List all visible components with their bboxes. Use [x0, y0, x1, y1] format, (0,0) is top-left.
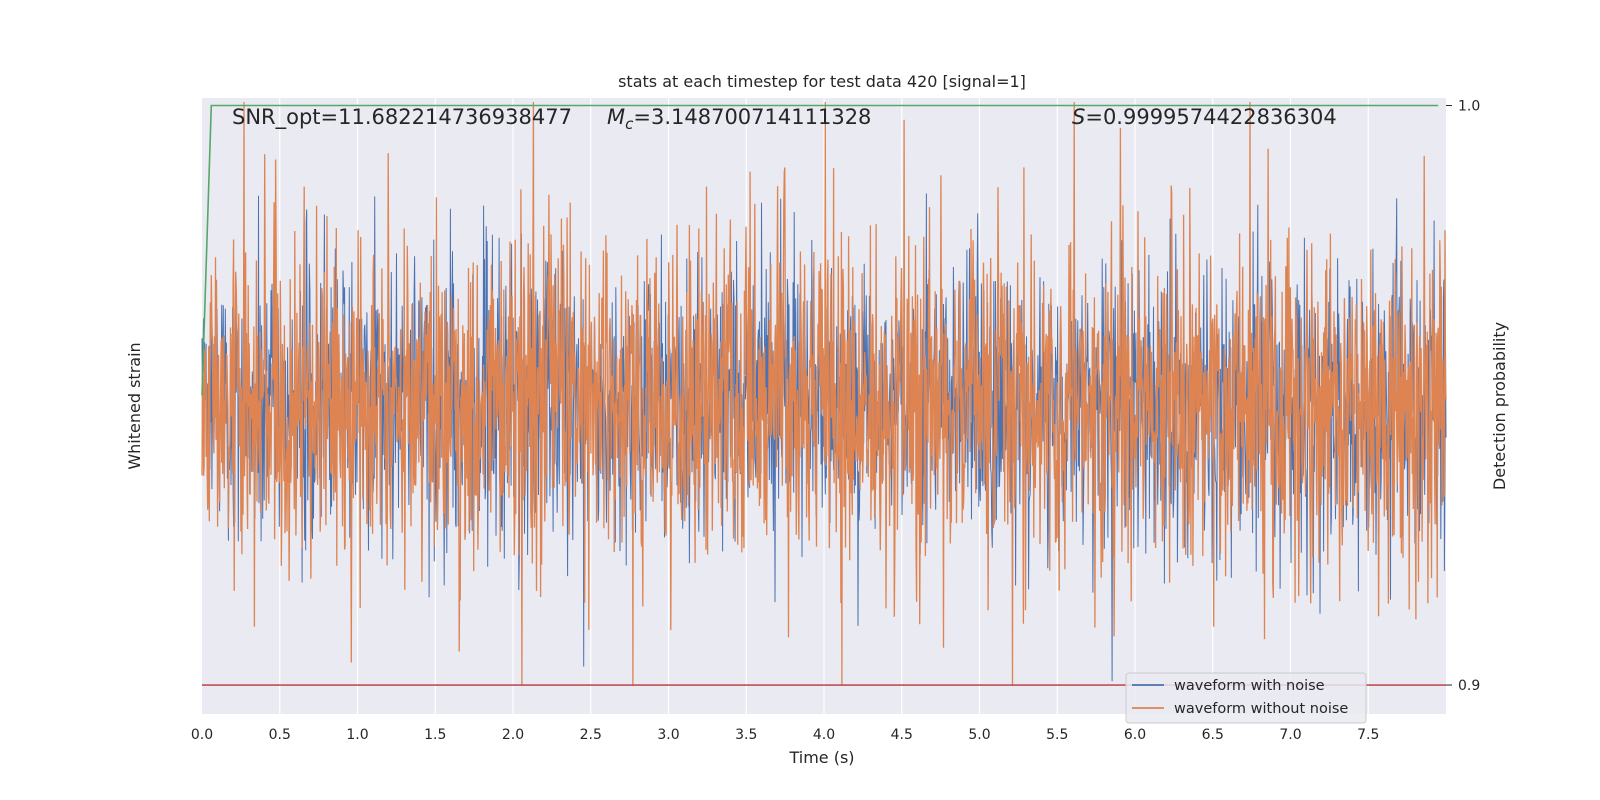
- y-axis-label-right: Detection probability: [1490, 322, 1509, 490]
- y-axis-label-left: Whitened strain: [125, 342, 144, 469]
- x-tick-label: 5.0: [968, 727, 990, 743]
- chart-title: stats at each timestep for test data 420…: [618, 72, 1026, 91]
- legend: waveform with noise waveform without noi…: [1125, 672, 1367, 724]
- x-tick-label: 3.5: [735, 727, 757, 743]
- x-tick-label: 4.0: [813, 727, 835, 743]
- chirp-mass-subscript: c: [625, 115, 634, 133]
- x-tick-label: 7.5: [1357, 727, 1379, 743]
- score-value: =0.9999574422836304: [1085, 105, 1336, 129]
- x-tick-label: 0.0: [191, 727, 213, 743]
- x-tick-label: 0.5: [269, 727, 291, 743]
- x-tick-label: 4.5: [891, 727, 913, 743]
- right-tick-label: 1.0: [1458, 99, 1480, 115]
- x-tick-label: 1.5: [424, 727, 446, 743]
- trace-layer: [201, 101, 1447, 687]
- score-annotation: S=0.9999574422836304: [1072, 105, 1337, 129]
- legend-label-signal: waveform without noise: [1174, 701, 1348, 717]
- score-symbol: S: [1072, 105, 1085, 129]
- x-axis-label: Time (s): [788, 748, 854, 767]
- x-tick-label: 6.5: [1202, 727, 1224, 743]
- snr-annotation: SNR_opt=11.682214736938477: [232, 105, 572, 130]
- x-axis-ticks: 0.0 0.5 1.0 1.5 2.0 2.5 3.0 3.5 4.0 4.5 5.0 5.5 6.0 6…: [191, 727, 1380, 743]
- right-tick-label: 0.9: [1458, 678, 1480, 694]
- x-tick-label: 7.0: [1279, 727, 1301, 743]
- right-axis-ticks: 1.0 0.9: [1446, 99, 1480, 694]
- x-tick-label: 3.0: [657, 727, 679, 743]
- chirp-mass-value: =3.148700714111328: [633, 105, 871, 129]
- series-waveform-without-noise: [201, 101, 1447, 687]
- x-tick-label: 2.0: [502, 727, 524, 743]
- detection-probability-line: [201, 104, 1439, 396]
- legend-label-noise: waveform with noise: [1174, 678, 1325, 694]
- x-tick-label: 2.5: [580, 727, 602, 743]
- x-tick-label: 1.0: [346, 727, 368, 743]
- chirp-mass-symbol: M: [607, 105, 625, 129]
- x-tick-label: 5.5: [1046, 727, 1068, 743]
- x-tick-label: 6.0: [1124, 727, 1146, 743]
- chirp-mass-annotation: Mc=3.148700714111328: [607, 105, 871, 133]
- legend-box: [1125, 672, 1367, 724]
